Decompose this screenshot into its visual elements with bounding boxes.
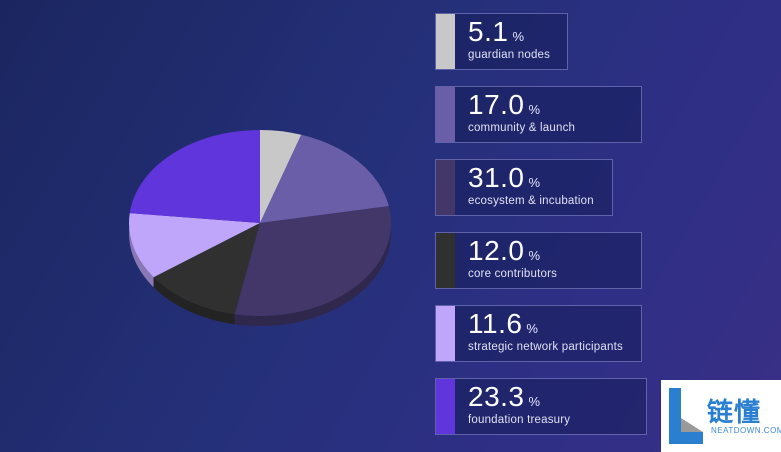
legend-value-unit: % (526, 321, 539, 336)
legend-value-unit: % (528, 248, 541, 263)
legend-label: ecosystem & incubation (468, 195, 594, 207)
legend-swatch (436, 14, 455, 69)
legend-swatch (436, 233, 455, 288)
legend-label: core contributors (468, 268, 558, 280)
legend-value-number: 12.0 (468, 235, 525, 266)
legend-value-number: 5.1 (468, 16, 509, 47)
legend-label: strategic network participants (468, 341, 623, 353)
legend-swatch (436, 87, 455, 142)
legend-value: 12.0% (468, 235, 541, 267)
legend-item: 17.0% community & launch (435, 86, 642, 143)
pie-slice-4 (129, 213, 260, 278)
legend-value-unit: % (528, 394, 541, 409)
watermark-cn-text: 链懂 (707, 398, 762, 428)
legend-value-unit: % (528, 102, 541, 117)
watermark-en-text: NEATDOWN.COM (711, 426, 781, 435)
legend-value: 11.6% (468, 308, 538, 340)
legend-value-number: 31.0 (468, 162, 525, 193)
legend-swatch (436, 379, 455, 434)
legend-item: 31.0% ecosystem & incubation (435, 159, 613, 216)
legend-item: 23.3% foundation treasury (435, 378, 647, 435)
watermark-l-icon (669, 388, 703, 444)
legend-value: 31.0% (468, 162, 541, 194)
legend-value-number: 23.3 (468, 381, 525, 412)
legend-label: guardian nodes (468, 49, 551, 61)
legend-value-number: 11.6 (468, 308, 523, 339)
watermark-logo: 链懂 NEATDOWN.COM (661, 380, 781, 452)
legend-value: 23.3% (468, 381, 541, 413)
legend-item: 11.6% strategic network participants (435, 305, 642, 362)
legend-swatch (436, 306, 455, 361)
legend-value: 17.0% (468, 89, 541, 121)
legend-item: 12.0% core contributors (435, 232, 642, 289)
pie-slice-0 (260, 130, 302, 223)
pie-slice-2 (234, 206, 391, 316)
legend-value-unit: % (528, 175, 541, 190)
legend-item: 5.1% guardian nodes (435, 13, 568, 70)
legend-value-unit: % (512, 29, 525, 44)
pie-slice-1 (260, 134, 389, 223)
legend-label: community & launch (468, 122, 576, 134)
legend-value: 5.1% (468, 16, 525, 48)
pie-slice-side-4 (129, 223, 154, 288)
legend-value-number: 17.0 (468, 89, 525, 120)
pie-slice-3 (153, 223, 260, 315)
legend-swatch (436, 160, 455, 215)
pie-slice-5 (129, 130, 260, 223)
legend-label: foundation treasury (468, 414, 571, 426)
pie-slice-side-3 (153, 277, 235, 325)
